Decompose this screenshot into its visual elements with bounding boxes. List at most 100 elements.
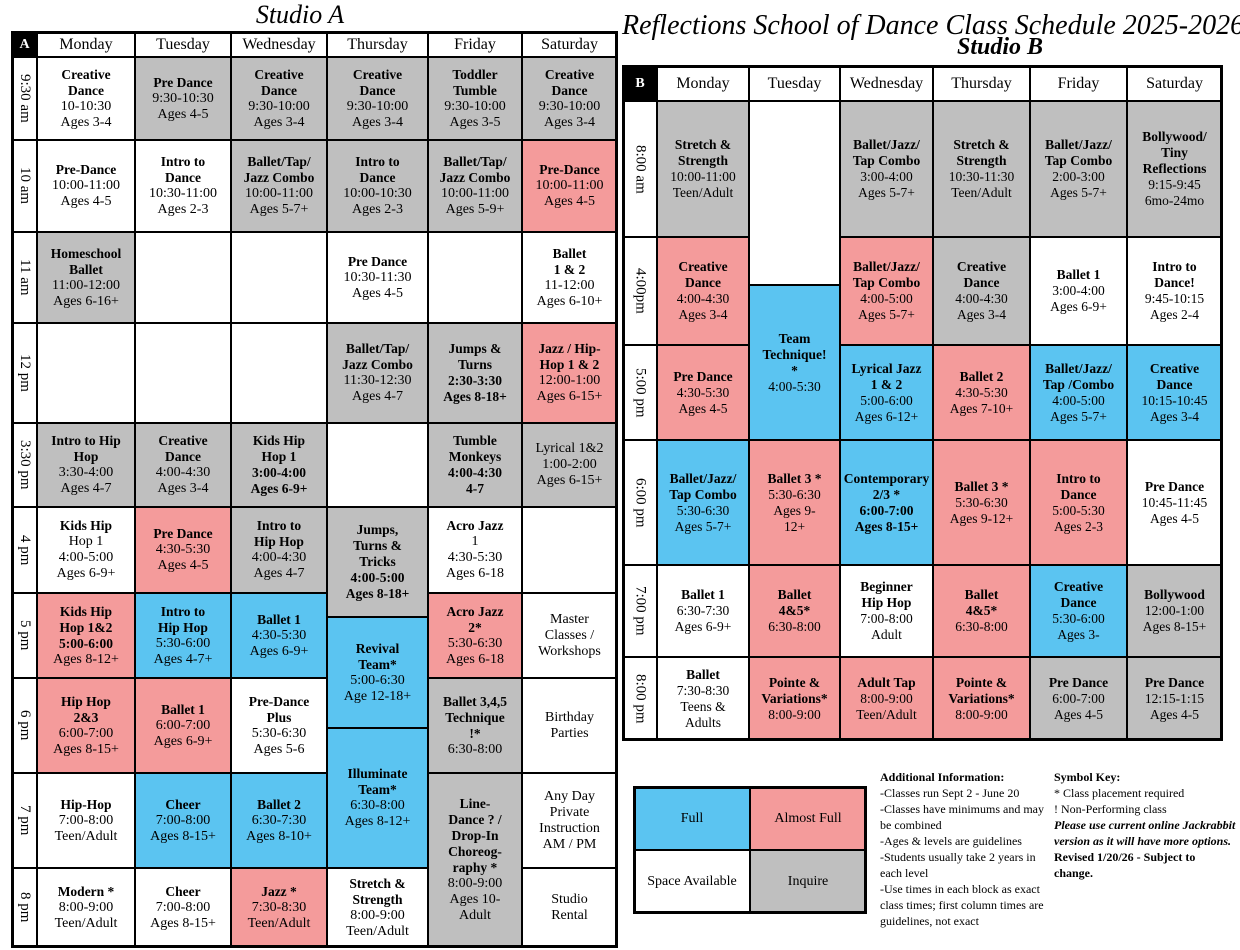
day-header: Wednesday (840, 66, 933, 101)
class-line: Ballet/Tap/ (247, 154, 311, 169)
class-line: 1 & 2 (870, 376, 903, 392)
class-line: Pointe & (768, 674, 821, 690)
class-line: Dance! (1154, 275, 1195, 290)
class-line: 11:00-12:00 (52, 277, 120, 293)
class-line: 5:30-6:00 (155, 635, 211, 651)
class-line: Ballet/Jazz/ (1045, 360, 1112, 376)
class-line: Ballet/Tap/ (345, 341, 410, 356)
class-line: 4-7 (466, 481, 484, 496)
class-line: 10-10:30 (60, 98, 112, 114)
class-line: 10:00-11:00 (441, 186, 509, 201)
class-cell: Any Day Private Instruction AM / PM (522, 773, 617, 868)
class-line: 2/3 * (872, 486, 901, 502)
class-line: Instruction (539, 820, 600, 836)
class-line: Team* (358, 656, 397, 672)
class-line: Hop 1 (68, 534, 104, 549)
class-line: 1 & 2 (553, 261, 586, 277)
class-line: 6:00-7:00 (859, 502, 914, 518)
time-label: 4 pm (12, 507, 37, 593)
time-label: 11 am (12, 232, 37, 323)
class-line: Ages 6-9+ (1050, 299, 1107, 314)
class-line: Kids Hip (252, 433, 306, 448)
class-line: 3:00-4:00 (252, 465, 306, 480)
time-label: 6 pm (12, 678, 37, 773)
class-line: 4:00-4:30 (251, 550, 307, 565)
class-line: Ballet/Jazz/ (669, 470, 737, 486)
class-line: 9:15-9:45 (1148, 177, 1201, 192)
class-cell (135, 323, 231, 423)
class-line: 4:00-5:00 (1052, 392, 1105, 408)
class-cell: Ballet 1 3:00-4:00 Ages 6-9+ (1030, 237, 1127, 345)
class-cell: Pointe & Variations* 8:00-9:00 (933, 657, 1030, 740)
class-line: Ages 4-5 (1149, 510, 1200, 526)
class-line: Teen/Adult (951, 185, 1012, 200)
day-header: Thursday (933, 66, 1030, 101)
class-line: 4:30-5:30 (251, 627, 307, 643)
class-line: 6mo-24mo (1144, 193, 1205, 208)
class-line: Choreog- (448, 844, 502, 859)
class-line: Jazz * (261, 883, 297, 899)
class-line: Ages 9- (773, 502, 816, 518)
class-line: 2* (468, 619, 482, 635)
class-line: Ballet/Jazz/ (853, 259, 920, 274)
class-line: 3:00-4:00 (1052, 283, 1105, 298)
class-cell: Illuminate Team* 6:30-8:00 Ages 8-12+ (327, 728, 428, 868)
class-line: Ballet 2 (257, 796, 301, 812)
class-line: Kids Hip (59, 518, 113, 533)
class-line: Ages 4-7 (60, 481, 112, 496)
class-line: Tiny (1161, 145, 1188, 160)
time-label: 4:00pm (623, 237, 657, 345)
class-cell: Creative Dance 4:00-4:30 Ages 3-4 (933, 237, 1030, 345)
class-line: Drop-In (451, 828, 499, 843)
class-line: Ages 3-4 (352, 114, 403, 130)
class-line: Strength (677, 153, 728, 168)
class-cell: Jumps, Turns & Tricks 4:00-5:00 Ages 8-18+ (327, 507, 428, 617)
class-line: Stretch & (349, 875, 406, 891)
class-cell: Ballet 1 4:30-5:30 Ages 6-9+ (231, 593, 327, 678)
class-line: Intro to (256, 518, 302, 533)
class-line: Ages 8-18+ (443, 389, 507, 404)
class-line: Adult Tap (857, 674, 916, 690)
class-cell: Kids Hip Hop 1&2 5:00-6:00 Ages 8-12+ (37, 593, 135, 678)
class-line: 2:30-3:30 (448, 373, 502, 388)
class-line: Pre-Dance (248, 693, 310, 709)
class-line: Ballet 2 (959, 368, 1004, 384)
studio-a-title: Studio A (255, 0, 345, 29)
time-label: 8:00 am (623, 101, 657, 237)
class-line: Ages 8-12+ (344, 814, 411, 829)
class-line: Cheer (165, 883, 201, 899)
class-line: 10:30-11:00 (149, 186, 217, 201)
class-line: Bollywood/ (1142, 129, 1207, 144)
class-line: 5:30-6:30 (955, 494, 1008, 510)
class-line: Hip-Hop (60, 796, 112, 812)
class-line: Ballet/Tap/ (443, 154, 507, 169)
class-line: 4:00-5:00 (860, 291, 913, 306)
class-line: 3:30-4:00 (58, 465, 114, 480)
class-line: 4:00-5:30 (768, 378, 821, 394)
class-cell: Creative Dance 9:30-10:00 Ages 3-4 (231, 57, 327, 140)
class-line: Contemporary (843, 470, 930, 486)
class-cell: Pre-Dance 10:00-11:00 Ages 4-5 (522, 140, 617, 232)
class-cell: Revival Team* 5:00-6:30 Age 12-18+ (327, 617, 428, 728)
class-line: Tap Combo (852, 153, 921, 168)
class-cell: Cheer 7:00-8:00 Ages 8-15+ (135, 773, 231, 868)
time-label: 9:30 am (12, 57, 37, 140)
day-header: Saturday (1127, 66, 1222, 101)
class-line: Adult (871, 627, 902, 642)
class-line: Ages 5-6 (253, 741, 305, 757)
class-line: Team* (358, 782, 397, 797)
class-line: Teen/Adult (54, 915, 118, 931)
class-line: Jazz Combo (243, 170, 315, 185)
class-line: 4:30-5:30 (676, 384, 730, 400)
class-line: Ages 2-4 (1149, 307, 1200, 322)
class-line: Strength (352, 891, 403, 907)
time-label: 3:30 pm (12, 423, 37, 507)
symbol-item: ! Non-Performing class (1054, 802, 1167, 816)
class-line: Acro Jazz (446, 603, 504, 619)
class-line: Creative (352, 66, 403, 82)
class-line: Ages 5-7+ (249, 202, 309, 217)
class-line: Ballet (777, 587, 812, 602)
class-line: 9:30-10:30 (152, 90, 214, 106)
class-line: 8:00-9:00 (350, 907, 405, 923)
class-line: Pointe & (955, 674, 1008, 690)
